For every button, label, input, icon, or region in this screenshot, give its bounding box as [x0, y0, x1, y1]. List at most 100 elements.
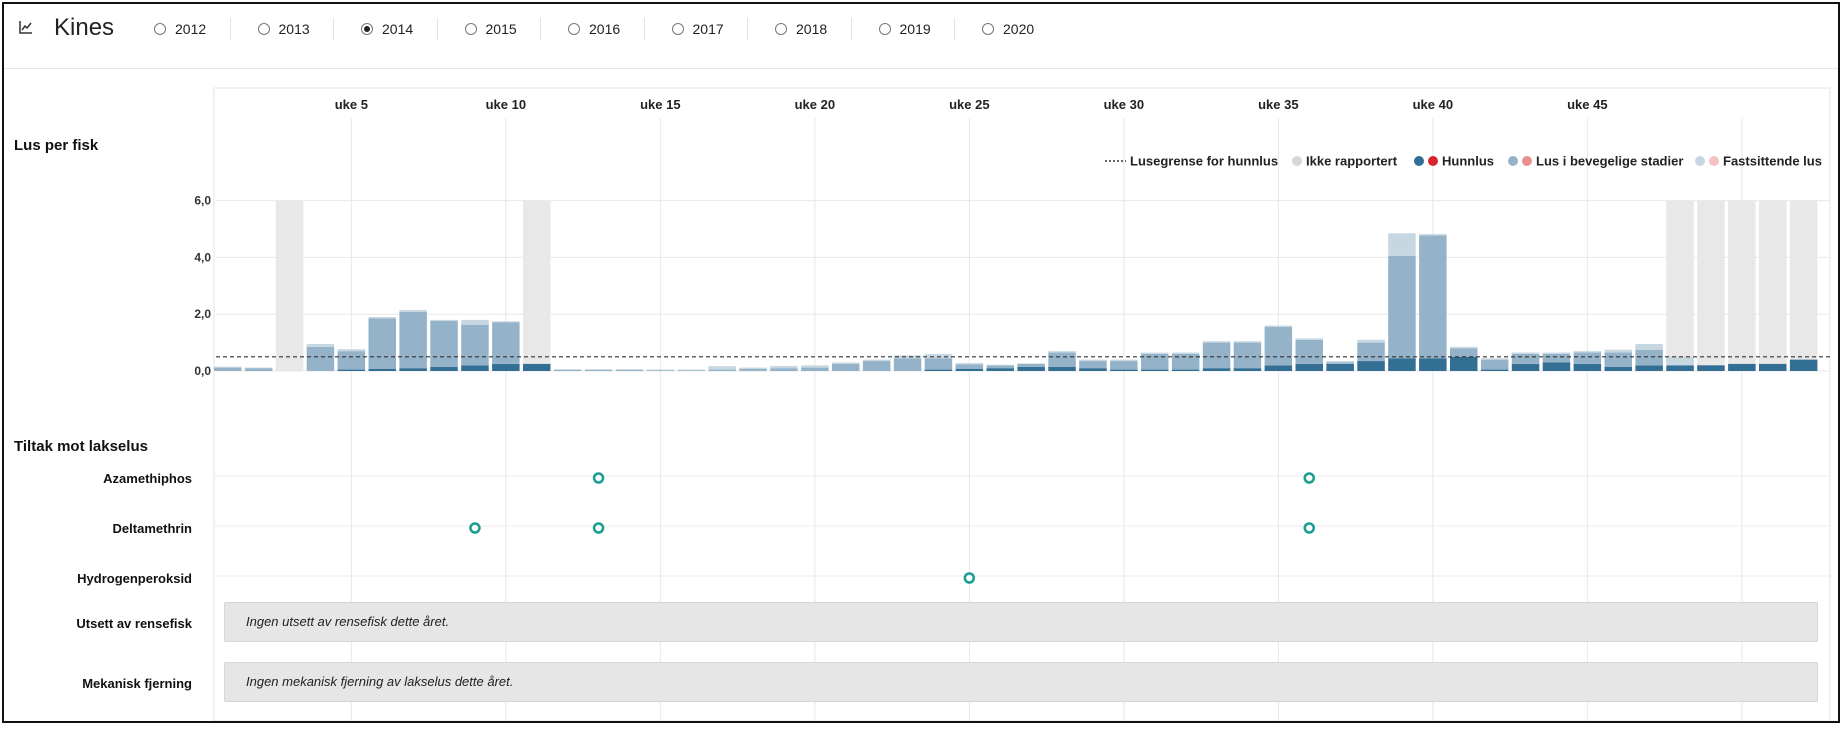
bar-attached[interactable] — [1450, 346, 1478, 349]
bar-attached[interactable] — [244, 367, 273, 369]
bar-female[interactable] — [1017, 366, 1045, 371]
bar-mobile[interactable] — [770, 368, 798, 371]
year-option-2015[interactable]: 2015 — [464, 19, 517, 39]
bar-attached[interactable] — [1388, 233, 1416, 256]
bar-female[interactable] — [1326, 363, 1354, 371]
bar-attached[interactable] — [1635, 344, 1663, 350]
bar-attached[interactable] — [1233, 341, 1262, 343]
bar-attached[interactable] — [1079, 359, 1107, 362]
treatment-marker[interactable] — [592, 522, 605, 534]
bar-mobile[interactable] — [615, 369, 644, 371]
year-option-2020[interactable]: 2020 — [982, 19, 1034, 39]
bar-attached[interactable] — [1264, 325, 1293, 327]
bar-female[interactable] — [523, 363, 551, 371]
bar-female[interactable] — [399, 368, 427, 371]
bar-mobile[interactable] — [1141, 353, 1169, 370]
bar-mobile[interactable] — [955, 364, 984, 369]
bar-mobile[interactable] — [337, 351, 366, 370]
year-option-2017[interactable]: 2017 — [671, 19, 724, 39]
bar-attached[interactable] — [1357, 339, 1385, 343]
year-option-2016[interactable]: 2016 — [568, 19, 620, 39]
bar-female[interactable] — [924, 369, 953, 371]
bar-mobile[interactable] — [1233, 342, 1262, 369]
bar-mobile[interactable] — [677, 370, 706, 371]
bar-attached[interactable] — [955, 363, 984, 365]
bar-female[interactable] — [1264, 365, 1293, 371]
bar-mobile[interactable] — [214, 367, 242, 371]
radio-button[interactable] — [154, 23, 166, 35]
bar-female[interactable] — [1079, 368, 1107, 371]
bar-female[interactable] — [1357, 361, 1385, 371]
bar-mobile[interactable] — [646, 370, 675, 371]
bar-mobile[interactable] — [1110, 361, 1138, 370]
bar-mobile[interactable] — [1295, 339, 1324, 364]
bar-attached[interactable] — [1048, 351, 1076, 353]
bar-mobile[interactable] — [1202, 342, 1231, 369]
bar-attached[interactable] — [1604, 349, 1633, 353]
bar-attached[interactable] — [1511, 352, 1540, 354]
bar-attached[interactable] — [430, 319, 458, 322]
bar-attached[interactable] — [1326, 361, 1354, 363]
bar-female[interactable] — [986, 368, 1015, 371]
bar-attached[interactable] — [368, 317, 397, 319]
bar-attached[interactable] — [214, 366, 242, 368]
bar-mobile[interactable] — [893, 358, 922, 371]
bar-mobile[interactable] — [986, 365, 1015, 369]
year-option-2012[interactable]: 2012 — [154, 19, 206, 39]
bar-attached[interactable] — [739, 367, 767, 370]
bar-mobile[interactable] — [1171, 353, 1200, 370]
treatment-marker[interactable] — [1303, 522, 1315, 534]
bar-female[interactable] — [1511, 363, 1540, 371]
bar-female[interactable] — [1666, 365, 1694, 371]
bar-mobile[interactable] — [399, 311, 427, 369]
bar-mobile[interactable] — [801, 367, 829, 371]
bar-mobile[interactable] — [708, 369, 736, 371]
bar-female[interactable] — [1110, 369, 1138, 371]
bar-female[interactable] — [461, 365, 489, 371]
bar-attached[interactable] — [1573, 351, 1602, 353]
bar-attached[interactable] — [924, 353, 953, 359]
year-option-2013[interactable]: 2013 — [257, 19, 310, 39]
bar-female[interactable] — [1295, 363, 1324, 371]
bar-mobile[interactable] — [1419, 235, 1447, 359]
bar-attached[interactable] — [306, 344, 335, 347]
bar-female[interactable] — [368, 368, 397, 371]
bar-female[interactable] — [1480, 369, 1509, 371]
bar-female[interactable] — [492, 363, 520, 371]
bar-female[interactable] — [1697, 365, 1725, 371]
radio-button[interactable] — [257, 23, 270, 35]
bar-mobile[interactable] — [1542, 353, 1571, 363]
bar-mobile[interactable] — [1357, 342, 1385, 362]
bar-attached[interactable] — [1141, 352, 1169, 354]
bar-female[interactable] — [1635, 365, 1663, 371]
bar-female[interactable] — [1604, 366, 1633, 371]
bar-attached[interactable] — [1171, 352, 1200, 354]
bar-mobile[interactable] — [1511, 353, 1540, 364]
bar-female[interactable] — [1573, 363, 1602, 371]
bar-attached[interactable] — [492, 321, 520, 323]
bar-attached[interactable] — [337, 349, 366, 352]
bar-female[interactable] — [1048, 366, 1076, 371]
bar-female[interactable] — [1759, 363, 1787, 371]
year-option-2019[interactable]: 2019 — [878, 19, 931, 39]
bar-attached[interactable] — [1295, 338, 1324, 340]
bar-attached[interactable] — [986, 364, 1015, 366]
bar-mobile[interactable] — [1450, 348, 1478, 357]
radio-button[interactable] — [775, 23, 787, 35]
bar-female[interactable] — [337, 369, 366, 371]
treatment-marker[interactable] — [469, 522, 481, 534]
bar-mobile[interactable] — [1635, 349, 1663, 366]
bar-attached[interactable] — [1542, 352, 1571, 354]
bar-mobile[interactable] — [924, 358, 953, 370]
bar-female[interactable] — [1233, 368, 1262, 371]
radio-button[interactable] — [878, 23, 891, 35]
bar-attached[interactable] — [1202, 341, 1231, 343]
bar-mobile[interactable] — [368, 318, 397, 369]
radio-button[interactable] — [464, 23, 477, 35]
bar-attached[interactable] — [708, 366, 736, 370]
bar-mobile[interactable] — [1573, 352, 1602, 364]
bar-mobile[interactable] — [1388, 255, 1416, 359]
bar-female[interactable] — [1542, 362, 1571, 371]
treatment-marker[interactable] — [963, 572, 976, 584]
bar-attached[interactable] — [832, 362, 860, 364]
